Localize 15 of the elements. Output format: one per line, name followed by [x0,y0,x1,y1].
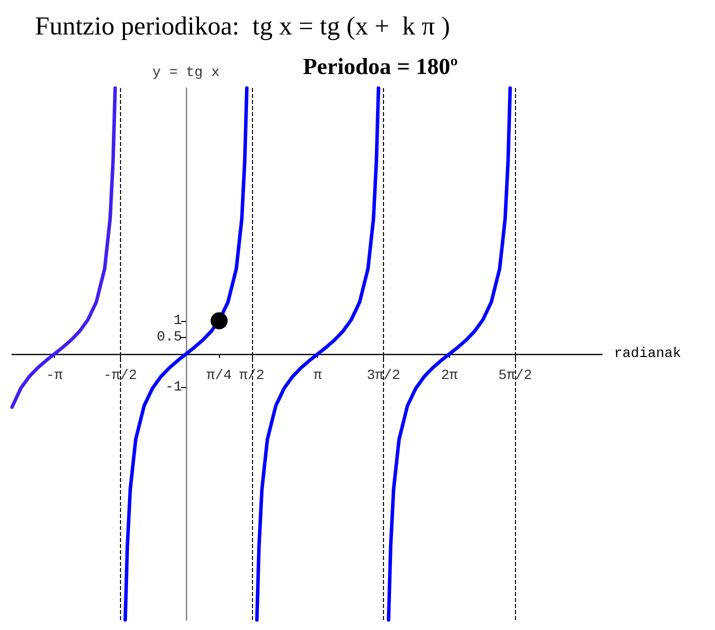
chart-title: Funtzio periodikoa: tg x = tg (x + k π ) [35,12,450,40]
x-tick-label: -π/2 [103,368,137,384]
x-tick-label: π/4 [206,368,232,384]
y-tick-label: -1 [165,379,182,396]
x-tick-label: 5π/2 [498,368,532,384]
x-tick-label: 2π [440,368,458,384]
x-axis-title: radianak [614,346,682,362]
x-tick-label: -π [46,368,64,384]
y-axis-title: y = tg x [152,65,220,81]
y-tick-label: 1 [174,312,182,329]
x-tick-label: 3π/2 [366,368,400,384]
chart-subtitle: Periodoa = 180º [303,54,458,79]
x-tick-label: π [313,368,322,384]
y-tick-label: 0.5 [156,329,182,346]
x-tick-label: π/2 [239,368,264,384]
